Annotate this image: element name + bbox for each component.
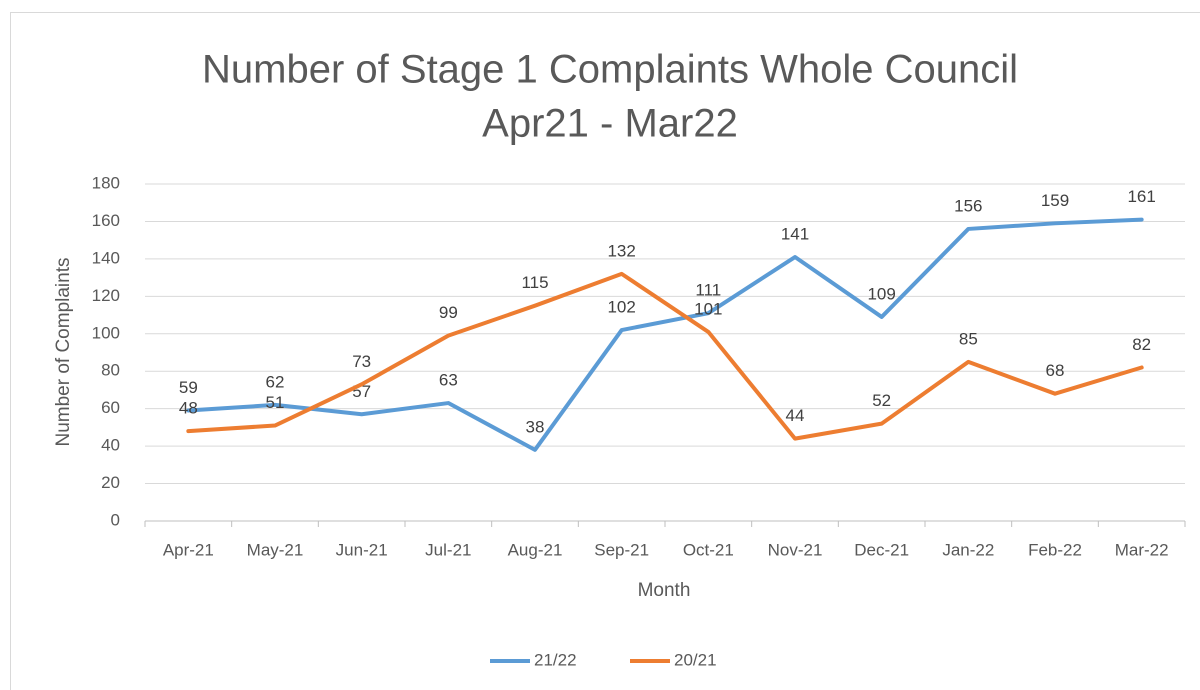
data-label: 38 — [526, 417, 545, 436]
y-tick-label: 80 — [101, 361, 120, 380]
legend-label: 20/21 — [674, 650, 717, 669]
data-label: 102 — [607, 298, 635, 317]
x-tick-label: Aug-21 — [508, 540, 563, 559]
x-tick-label: Sep-21 — [594, 540, 649, 559]
x-tick-label: Feb-22 — [1028, 540, 1082, 559]
y-axis-title: Number of Complaints — [53, 257, 74, 446]
y-tick-label: 120 — [92, 286, 120, 305]
data-label: 59 — [179, 378, 198, 397]
x-axis-title: Month — [638, 580, 691, 601]
x-tick-label: May-21 — [247, 540, 304, 559]
x-tick-label: Jul-21 — [425, 540, 471, 559]
x-tick-label: Nov-21 — [768, 540, 823, 559]
x-tick-label: Oct-21 — [683, 540, 734, 559]
data-label: 52 — [872, 391, 891, 410]
data-label: 111 — [695, 281, 721, 300]
data-label: 82 — [1132, 335, 1151, 354]
data-label: 51 — [266, 393, 285, 412]
chart-title: Number of Stage 1 Complaints Whole Counc… — [202, 48, 1018, 92]
x-tick-label: Apr-21 — [163, 540, 214, 559]
data-label: 132 — [607, 241, 635, 260]
y-tick-label: 160 — [92, 211, 120, 230]
x-tick-label: Jan-22 — [942, 540, 994, 559]
data-label: 48 — [179, 399, 198, 418]
data-label: 101 — [694, 299, 722, 318]
y-tick-label: 100 — [92, 323, 120, 342]
y-tick-label: 180 — [92, 173, 120, 192]
x-tick-label: Mar-22 — [1115, 540, 1169, 559]
y-tick-label: 60 — [101, 398, 120, 417]
data-label: 99 — [439, 303, 458, 322]
y-tick-label: 40 — [101, 436, 120, 455]
data-label: 73 — [352, 352, 371, 371]
data-label: 44 — [786, 406, 805, 425]
legend-label: 21/22 — [534, 650, 577, 669]
data-label: 159 — [1041, 191, 1069, 210]
data-label: 63 — [439, 371, 458, 390]
data-label: 156 — [954, 196, 982, 215]
data-label: 109 — [867, 284, 895, 303]
y-tick-label: 140 — [92, 248, 120, 267]
chart-title: Apr21 - Mar22 — [482, 102, 738, 146]
data-label: 68 — [1046, 361, 1065, 380]
data-label: 161 — [1127, 187, 1155, 206]
line-series — [186, 217, 1144, 452]
data-label: 115 — [521, 273, 548, 292]
y-tick-label: 20 — [101, 473, 120, 492]
data-label: 141 — [781, 225, 809, 244]
data-label: 62 — [266, 372, 285, 391]
x-tick-label: Dec-21 — [854, 540, 909, 559]
line-series — [186, 271, 1144, 441]
data-label: 85 — [959, 329, 978, 348]
x-tick-label: Jun-21 — [336, 540, 388, 559]
y-tick-label: 0 — [111, 510, 120, 529]
